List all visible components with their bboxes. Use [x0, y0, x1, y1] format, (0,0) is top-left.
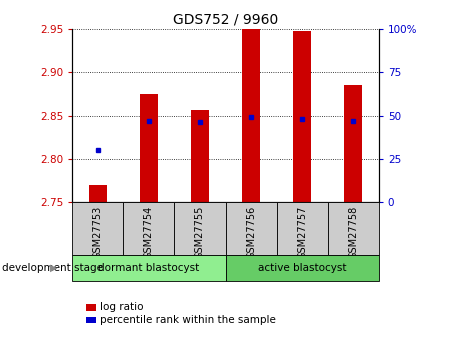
Text: GSM27754: GSM27754	[144, 206, 154, 259]
Bar	[89, 185, 107, 202]
Title: GDS752 / 9960: GDS752 / 9960	[173, 13, 278, 27]
Text: GSM27753: GSM27753	[93, 206, 103, 259]
Bar	[72, 202, 123, 255]
Bar	[175, 202, 226, 255]
Text: GSM27758: GSM27758	[348, 206, 358, 259]
Text: GSM27755: GSM27755	[195, 206, 205, 259]
Text: log ratio: log ratio	[100, 303, 143, 313]
Bar	[72, 255, 225, 281]
Text: ▶: ▶	[51, 263, 58, 273]
Bar	[345, 85, 362, 202]
Bar	[276, 202, 328, 255]
Text: active blastocyst: active blastocyst	[258, 263, 346, 273]
Bar	[293, 31, 311, 202]
Text: percentile rank within the sample: percentile rank within the sample	[100, 315, 276, 325]
Bar	[226, 255, 379, 281]
Text: development stage: development stage	[2, 263, 103, 273]
Text: dormant blastocyst: dormant blastocyst	[98, 263, 199, 273]
Text: GSM27756: GSM27756	[246, 206, 256, 259]
Bar	[123, 202, 175, 255]
Text: GSM27757: GSM27757	[297, 206, 307, 259]
Bar	[328, 202, 379, 255]
Bar	[191, 110, 209, 202]
Bar	[226, 202, 276, 255]
Bar	[242, 29, 260, 202]
Bar	[140, 94, 158, 202]
